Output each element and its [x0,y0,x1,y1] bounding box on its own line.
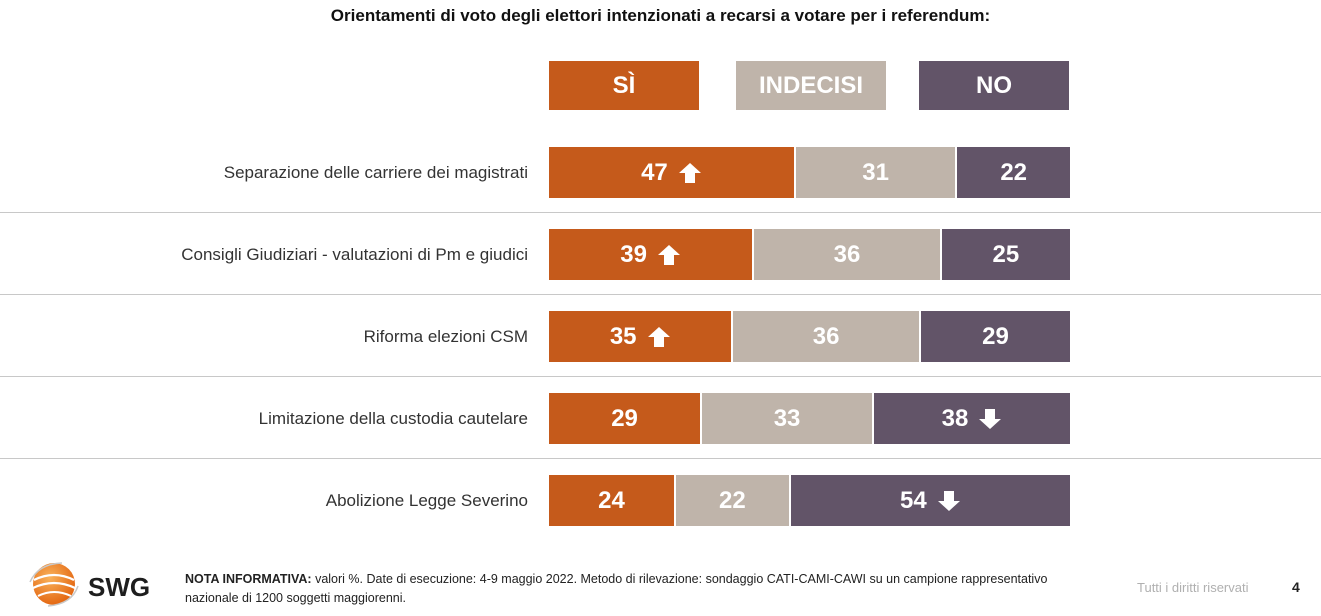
row-separator [0,376,1321,377]
row-separator [0,294,1321,295]
bar-segment-si: 47 [549,147,794,198]
bar-segment-si: 35 [549,311,732,362]
data-label: 35 [609,322,637,350]
row-label: Consigli Giudiziari - valutazioni di Pm … [181,244,528,264]
stacked-bar: 29 33 38 [549,393,1070,444]
data-label: 39 [620,240,647,268]
data-label: 29 [982,322,1009,350]
data-label: 33 [773,404,801,432]
stacked-bar: 39 36 25 [549,229,1070,280]
swg-logo-text: SWG [88,572,151,602]
row-label: Riforma elezioni CSM [363,326,528,346]
data-label: 31 [862,158,889,186]
arrow-down-icon [968,408,1002,430]
data-label: 25 [992,240,1020,268]
bar-segment-si: 29 [549,393,701,444]
row-separator [0,458,1321,459]
bar-segment-si: 24 [549,475,675,526]
legend-indecisi: INDECISI [736,61,886,110]
row-label: Separazione delle carriere dei magistrat… [223,162,528,182]
data-label: 29 [611,404,638,432]
bar-segment-no: 29 [918,311,1070,362]
informative-note: NOTA INFORMATIVA: valori %. Date di esec… [185,570,1065,608]
bar-segment-no: 25 [939,229,1070,280]
legend-si: SÌ [549,61,699,110]
data-label: 22 [1000,158,1028,186]
bar-segment-si: 39 [549,229,753,280]
bar-segment-indecisi: 31 [793,147,956,198]
note-text: valori %. Date di esecuzione: 4-9 maggio… [185,572,1048,605]
stacked-bar: 35 36 29 [549,311,1070,362]
arrow-up-icon [647,244,681,266]
row-separator [0,212,1321,213]
bar-segment-indecisi: 36 [752,229,940,280]
chart-title: Orientamenti di voto degli elettori inte… [330,6,991,25]
bar-segment-no: 54 [788,475,1070,526]
rights-reserved: Tutti i diritti riservati [1137,580,1249,595]
row-label: Limitazione della custodia cautelare [258,408,528,428]
data-label: 24 [598,486,625,514]
data-label: 22 [718,486,746,514]
stacked-bar: 24 22 54 [549,475,1070,526]
data-label: 36 [812,322,840,350]
page-number: 4 [1292,579,1300,595]
stacked-bar: 47 31 22 [549,147,1070,198]
bar-segment-no: 22 [955,147,1070,198]
bar-segment-indecisi: 22 [674,475,789,526]
bar-segment-indecisi: 36 [731,311,919,362]
bar-segment-indecisi: 33 [700,393,872,444]
note-label: NOTA INFORMATIVA: [185,572,312,586]
arrow-down-icon [927,490,961,512]
data-label: 54 [899,486,927,514]
arrow-up-icon [668,162,702,184]
arrow-up-icon [637,326,671,348]
data-label: 47 [641,158,668,186]
legend-no: NO [919,61,1069,110]
row-label: Abolizione Legge Severino [325,490,528,510]
bar-segment-no: 38 [872,393,1070,444]
data-label: 38 [941,404,969,432]
data-label: 36 [833,240,861,268]
swg-logo-icon [29,562,79,607]
